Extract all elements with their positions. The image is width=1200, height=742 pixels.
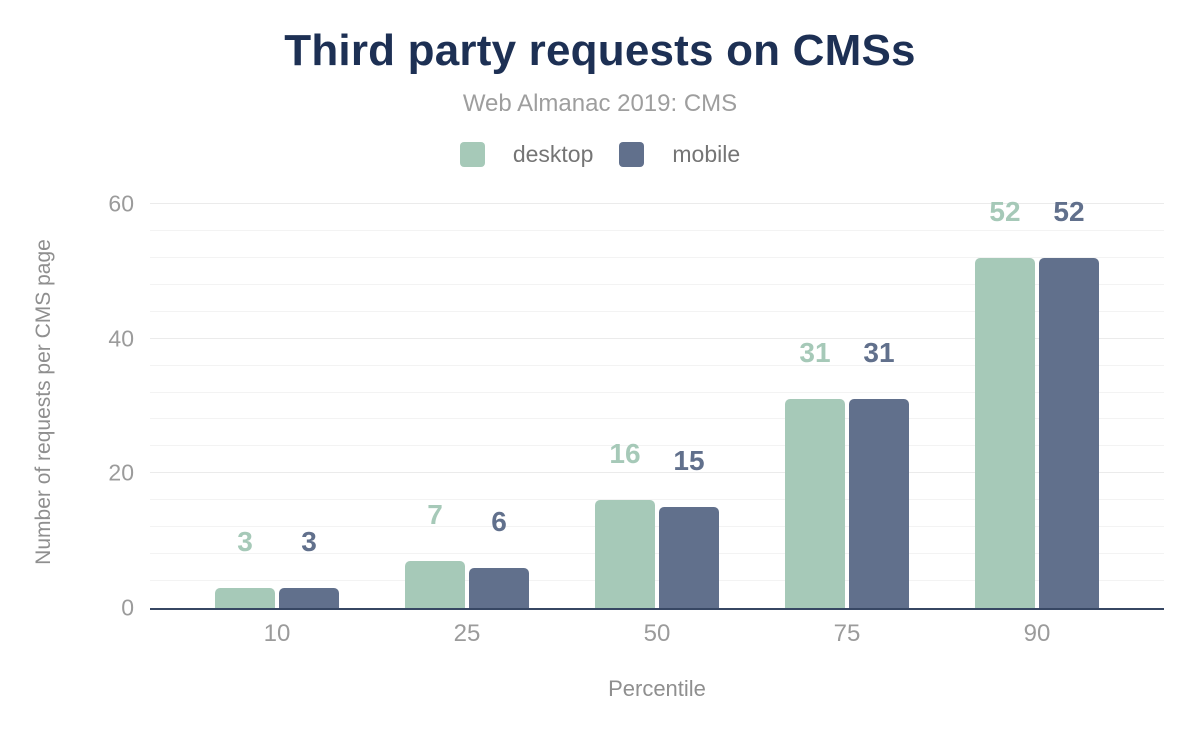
- x-axis-ticks: 10 25 50 75 90: [150, 620, 1164, 648]
- x-tick-label-75: 75: [833, 620, 861, 647]
- gridline: [150, 337, 1164, 339]
- bar-value-label-desktop-p25: 7: [427, 498, 443, 530]
- bar-mobile-p75[interactable]: [849, 399, 909, 608]
- x-tick-label-50: 50: [643, 620, 671, 647]
- y-tick-label-20: 20: [108, 459, 134, 486]
- bar-value-label-desktop-p90: 52: [989, 195, 1021, 227]
- chart-title: Third party requests on CMSs: [284, 26, 916, 75]
- bar-desktop-p75[interactable]: [785, 399, 845, 608]
- legend-item-mobile: mobile: [619, 141, 740, 168]
- bar-value-label-mobile-p50: 15: [673, 445, 705, 476]
- gridline: [150, 256, 1164, 258]
- gridline: [150, 310, 1164, 312]
- legend-item-desktop: desktop: [459, 141, 594, 168]
- gridline: [150, 391, 1164, 393]
- bar-value-label-desktop-p75: 31: [799, 337, 831, 369]
- chart-subtitle: Web Almanac 2019: CMS: [462, 90, 738, 117]
- bar-desktop-p10[interactable]: [215, 587, 275, 608]
- legend: desktop mobile: [0, 141, 1200, 168]
- gridline: [150, 364, 1164, 366]
- bar-wrap-desktop-p25: 7: [405, 204, 465, 608]
- gridline: [150, 499, 1164, 501]
- bar-value-label-mobile-p75: 31: [863, 337, 895, 369]
- bar-mobile-p50[interactable]: [659, 507, 719, 608]
- bar-wrap-desktop-p90: 52: [975, 197, 1035, 608]
- bar-desktop-p90[interactable]: [975, 257, 1035, 608]
- bar-value-label-desktop-p10: 3: [237, 525, 253, 557]
- gridline: [150, 553, 1164, 555]
- bar-value-label-mobile-p10: 3: [301, 525, 317, 557]
- bar-wrap-mobile-p90: 52: [1039, 197, 1099, 608]
- bars-area: 3 3 7 6 16 15 31 31 52 52: [150, 197, 1164, 608]
- gridline: [150, 229, 1164, 231]
- y-axis-ticks: 0 20 40 60: [0, 192, 140, 619]
- gridline: [150, 283, 1164, 285]
- bar-mobile-p25[interactable]: [469, 567, 529, 608]
- bar-mobile-p10[interactable]: [279, 587, 339, 608]
- legend-label-desktop: desktop: [512, 141, 594, 167]
- bar-value-label-mobile-p90: 52: [1053, 195, 1085, 227]
- x-axis-line: [150, 608, 1164, 610]
- bar-value-label-mobile-p25: 6: [491, 505, 507, 537]
- x-tick-label-90: 90: [1023, 620, 1051, 647]
- bar-mobile-p90[interactable]: [1039, 257, 1099, 608]
- bar-wrap-mobile-p50: 15: [659, 204, 719, 608]
- bar-desktop-p25[interactable]: [405, 560, 465, 608]
- bar-desktop-p50[interactable]: [595, 500, 655, 608]
- y-tick-label-60: 60: [108, 190, 134, 217]
- gridline: [150, 418, 1164, 420]
- gridline: [150, 203, 1164, 204]
- x-tick-label-10: 10: [263, 620, 291, 647]
- y-tick-label-0: 0: [121, 594, 134, 621]
- bar-group-p75: 31 31: [752, 204, 942, 608]
- bar-wrap-desktop-p50: 16: [595, 204, 655, 608]
- gridline: [150, 580, 1164, 582]
- bar-value-label-desktop-p50: 16: [609, 438, 641, 470]
- bar-wrap-desktop-p75: 31: [785, 204, 845, 608]
- gridline: [150, 445, 1164, 447]
- mobile-legend-swatch-icon: [619, 142, 645, 167]
- gridline: [150, 472, 1164, 474]
- bar-wrap-desktop-p10: 3: [215, 204, 275, 608]
- legend-label-mobile: mobile: [672, 141, 741, 167]
- y-tick-label-40: 40: [108, 325, 134, 352]
- bar-wrap-mobile-p25: 6: [469, 204, 529, 608]
- x-axis-title: Percentile: [608, 676, 706, 701]
- x-tick-label-25: 25: [453, 620, 481, 647]
- plot-area: 3 3 7 6 16 15 31 31 52 52: [150, 197, 1164, 610]
- desktop-legend-swatch-icon: [459, 142, 485, 167]
- bar-wrap-mobile-p75: 31: [849, 204, 909, 608]
- bar-group-p50: 16 15: [562, 204, 752, 608]
- bar-group-p90: 52 52: [942, 197, 1132, 608]
- bar-wrap-mobile-p10: 3: [279, 204, 339, 608]
- gridline: [150, 526, 1164, 528]
